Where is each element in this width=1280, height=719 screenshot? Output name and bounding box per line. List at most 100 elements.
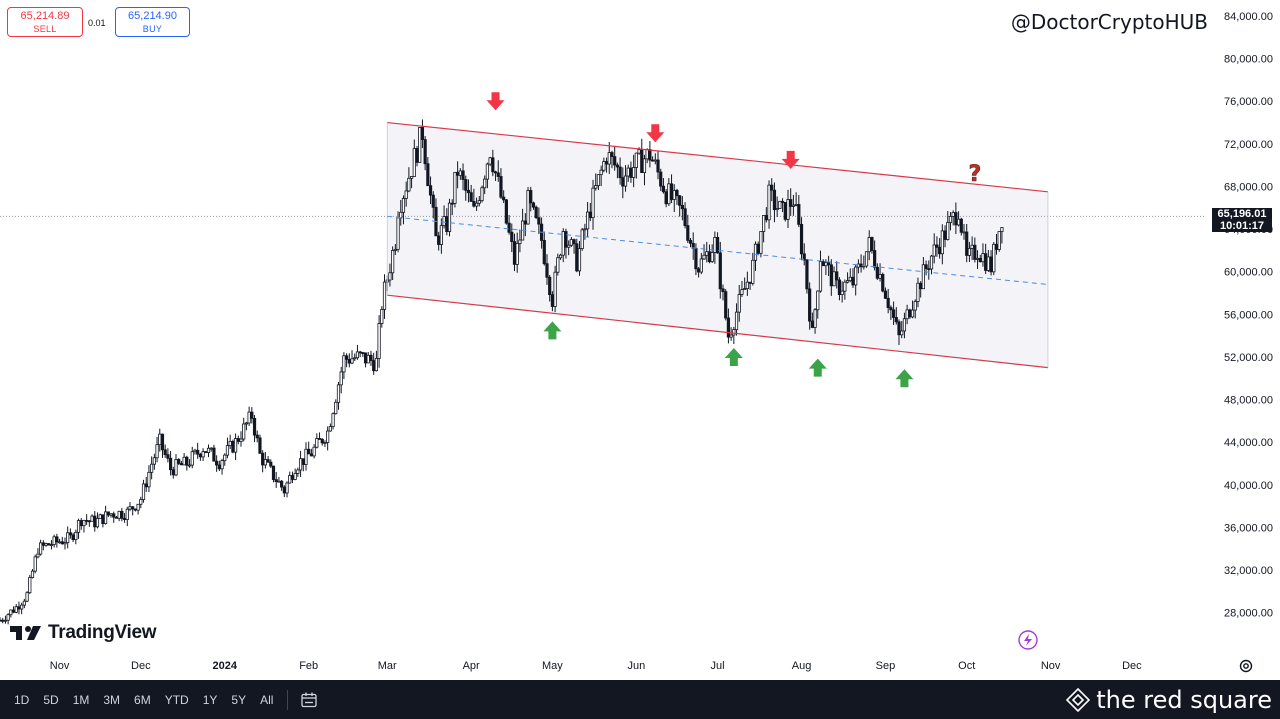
candle-body [393,248,397,251]
candle [431,191,435,219]
candle [261,450,265,473]
candle [572,238,576,254]
range-button-all[interactable]: All [260,692,274,707]
candle [179,460,184,466]
candle [106,511,110,518]
candle-body [366,354,370,364]
y-tick-label: 72,000.00 [1224,139,1273,151]
candle [745,271,749,296]
candle-body [258,437,262,454]
candle-body [919,282,923,290]
candle-body [485,163,490,180]
candle-body [523,220,527,225]
candle-body [775,208,779,211]
gear-icon[interactable] [1238,658,1254,674]
candle [285,481,289,498]
x-tick-label: Jun [627,660,645,672]
candle [160,433,165,458]
candle [196,442,200,459]
candle [401,195,406,225]
candle [1,617,5,624]
candle-body [52,536,56,545]
buy-button[interactable]: 65,214.90 BUY [115,7,190,37]
range-button-1d[interactable]: 1D [14,692,30,707]
candle [883,287,888,299]
candle-body [683,208,687,227]
candle [87,519,91,527]
candle-body [401,198,406,213]
candle-body [794,204,798,206]
up-arrow-icon [724,347,743,366]
candle-body [163,449,167,456]
candle-body [177,459,181,464]
candle [997,231,1001,252]
y-tick-label: 84,000.00 [1224,11,1273,23]
candle [854,264,858,296]
chart-area[interactable]: ? 84,000.00 80,000.00 76,000.00 72,000.00 68,… [0,0,1280,680]
candle-body [623,175,628,187]
tradingview-logo[interactable]: TradingView [10,622,157,644]
candle-body [282,486,286,494]
candle-body [558,254,563,259]
candle [724,289,728,321]
candle [11,606,16,614]
candle-body [791,204,796,207]
candle [496,160,500,182]
candle-body [594,185,598,189]
candle [28,574,32,595]
range-button-5y[interactable]: 5Y [231,692,247,707]
candle-body [131,506,135,510]
candle-body [569,239,573,246]
candle-body [212,447,216,462]
candle-body [469,192,473,202]
candle-body [986,256,990,271]
candle-body [748,281,752,284]
candle [567,240,571,256]
current-price-label: 65,196.01 10:01:17 [1212,208,1272,233]
candle-body [743,288,747,291]
candle-body [553,271,557,307]
candle-body [626,167,630,177]
candle [114,516,119,519]
candle [780,198,785,213]
calendar-range-icon[interactable] [300,691,318,709]
channel-midline [387,215,1048,286]
candle-body [326,430,330,443]
candle [33,554,37,574]
candle-body [929,255,934,270]
candle-body [117,510,121,519]
candle-body [450,202,454,205]
candle-body [954,212,958,226]
candle-body [878,274,882,279]
candle [380,306,384,328]
range-button-1y[interactable]: 1Y [202,692,218,707]
candle [485,162,490,189]
candle [813,308,817,334]
candle [607,142,611,174]
range-button-ytd[interactable]: YTD [164,692,189,707]
candle [623,165,628,192]
candle [783,202,787,222]
range-button-6m[interactable]: 6M [134,692,151,707]
candle [483,175,487,195]
candle-body [604,161,609,165]
candle-body [250,411,254,419]
candle [732,326,736,344]
candle-body [345,355,349,360]
candle-body [956,218,961,226]
candle-body [537,217,541,225]
range-button-1m[interactable]: 1M [72,692,90,707]
candle-body [992,243,996,273]
sell-button[interactable]: 65,214.89 SELL [7,7,83,37]
candle [542,231,546,266]
candle [269,459,273,469]
buy-price: 65,214.90 [128,10,177,22]
candle [277,477,281,483]
candle [659,168,663,192]
range-button-3m[interactable]: 3M [103,692,121,707]
candle-body [101,514,105,525]
candle-body [396,217,400,250]
range-button-5d[interactable]: 5D [43,692,59,707]
price-chart[interactable]: ? 84,000.00 80,000.00 76,000.00 72,000.00 68,… [0,0,1280,680]
candle-body [388,272,392,281]
